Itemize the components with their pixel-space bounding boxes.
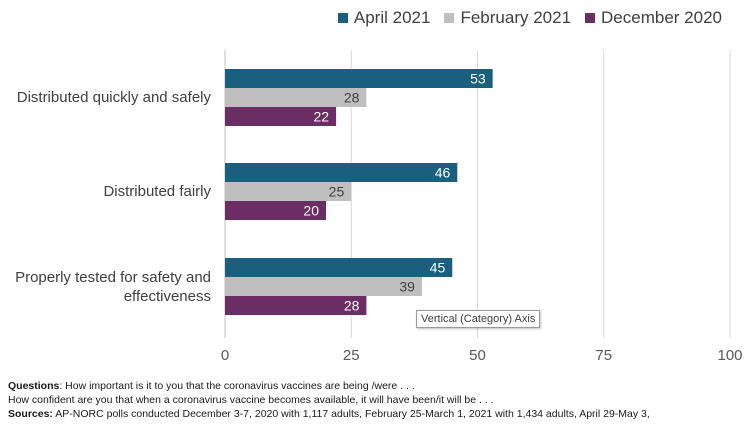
- category-label-line: Distributed quickly and safely: [16, 89, 211, 106]
- x-tick-label: 25: [343, 347, 360, 364]
- category-label: Distributed fairly: [103, 182, 211, 201]
- sources-line: Sources: AP-NORC polls conducted Decembe…: [8, 407, 743, 421]
- questions-line: Questions: How important is it to you th…: [8, 379, 743, 393]
- legend-item: December 2020: [585, 8, 722, 28]
- legend-label: February 2021: [460, 8, 572, 27]
- x-tick-label: 50: [469, 347, 486, 364]
- sources-text: AP-NORC polls conducted December 3-7, 20…: [52, 408, 650, 420]
- legend-label: December 2020: [601, 8, 722, 27]
- legend-swatch: [337, 13, 348, 23]
- legend-swatch: [585, 13, 596, 23]
- questions-label: Questions: [8, 380, 60, 392]
- legend: April 2021 February 2021 December 2020: [337, 8, 722, 28]
- bar: [225, 296, 367, 315]
- bar: [225, 107, 337, 126]
- legend-swatch: [444, 13, 455, 23]
- category-label: Distributed quickly and safely: [17, 88, 211, 107]
- category-label: Properly tested for safety and effectiven…: [15, 268, 211, 306]
- category-label-line: Properly tested for safety and: [15, 268, 211, 286]
- data-label: 39: [399, 279, 415, 295]
- bar: [225, 277, 422, 296]
- bar: [225, 88, 367, 107]
- bar: [225, 258, 453, 277]
- chart-notes: Questions: How important is it to you th…: [8, 379, 743, 421]
- bar: [225, 201, 326, 220]
- category-label-line: Distributed fairly: [103, 183, 211, 200]
- bar: [225, 163, 458, 182]
- data-label: 22: [314, 109, 330, 125]
- data-label: 20: [303, 203, 319, 219]
- questions-text: : How important is it to you that the co…: [59, 380, 415, 392]
- legend-item: February 2021: [444, 8, 571, 28]
- data-label: 53: [470, 71, 486, 87]
- data-label: 25: [329, 184, 345, 200]
- sources-label: Sources:: [8, 408, 53, 420]
- category-label-line: effectiveness: [123, 287, 211, 305]
- data-label: 45: [430, 260, 446, 276]
- data-label: 28: [344, 298, 360, 314]
- question2-line: How confident are you that when a corona…: [8, 394, 494, 406]
- x-tick-label: 0: [221, 347, 229, 364]
- data-label: 28: [344, 90, 360, 106]
- x-tick-label: 75: [595, 347, 612, 364]
- bar: [225, 182, 352, 201]
- legend-item: April 2021: [337, 8, 431, 28]
- bar-chart: 0 25 50 75 100 53 28 22 46 25 20 45 39 28: [221, 50, 743, 364]
- x-tick-label: 100: [717, 347, 742, 364]
- bar: [225, 69, 493, 88]
- data-label: 46: [435, 165, 451, 181]
- axis-tooltip: Vertical (Category) Axis: [416, 310, 541, 328]
- legend-label: April 2021: [353, 8, 431, 27]
